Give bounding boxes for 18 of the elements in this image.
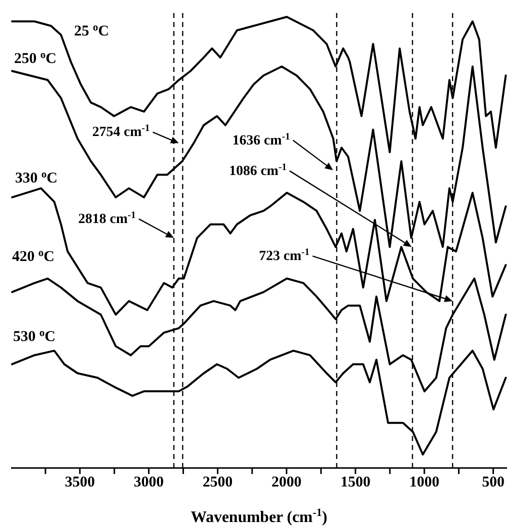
series-label: 420 $^{o}$C: [12, 248, 54, 266]
x-axis-title: Wavenumber (cm$^{-1}$): [190, 507, 328, 526]
annotation: 1086 cm$^{-1}$: [229, 161, 287, 179]
x-tick-label: 2500: [202, 474, 233, 491]
x-tick-label: 500: [482, 474, 504, 491]
annotation: 2754 cm$^{-1}$: [92, 122, 150, 140]
x-tick-label: 3000: [134, 474, 164, 491]
annotation: 723 cm$^{-1}$: [259, 246, 310, 264]
x-tick-label: 1500: [340, 474, 370, 491]
x-tick-label: 1000: [409, 474, 440, 491]
annotation: 1636 cm$^{-1}$: [232, 130, 290, 148]
x-tick-label: 2000: [272, 474, 302, 491]
series-label: 330 $^{o}$C: [15, 168, 58, 186]
series-label: 25 $^{o}$C: [74, 22, 109, 40]
x-tick-label: 3500: [64, 474, 95, 491]
annotation: 2818 cm$^{-1}$: [78, 209, 136, 227]
series-label: 530 $^{o}$C: [13, 328, 56, 346]
series-label: 250 $^{o}$C: [14, 50, 56, 67]
